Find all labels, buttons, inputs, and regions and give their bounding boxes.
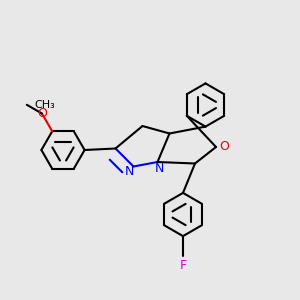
Text: CH₃: CH₃ bbox=[34, 100, 55, 110]
Text: N: N bbox=[155, 161, 165, 175]
Text: O: O bbox=[37, 107, 47, 120]
Text: O: O bbox=[219, 140, 229, 154]
Text: N: N bbox=[124, 165, 134, 178]
Text: F: F bbox=[179, 259, 187, 272]
